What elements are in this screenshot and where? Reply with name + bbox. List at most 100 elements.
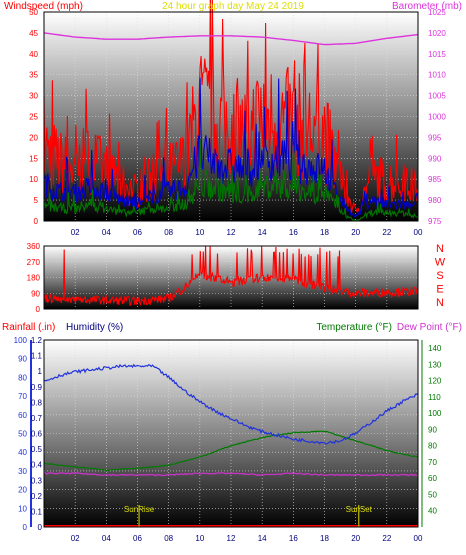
climate-x-tick-label: 10 bbox=[195, 534, 204, 543]
dew-point-axis-title: Dew Point (°F) bbox=[397, 322, 462, 333]
humidity-tick-label: 90 bbox=[18, 355, 27, 364]
wind-y-tick-label: 25 bbox=[29, 113, 38, 122]
climate-x-tick-label: 04 bbox=[102, 534, 111, 543]
barometer-y-tick-label: 975 bbox=[428, 217, 442, 226]
barometer-axis-title: Barometer (mb) bbox=[392, 1, 462, 12]
barometer-y-tick-label: 980 bbox=[428, 196, 442, 205]
direction-panel-border bbox=[43, 245, 419, 310]
wind-x-tick-label: 08 bbox=[164, 228, 173, 237]
temperature-tick-label: 90 bbox=[428, 425, 437, 434]
humidity-tick-label: 40 bbox=[18, 448, 27, 457]
temperature-tick-label: 40 bbox=[428, 507, 437, 516]
climate-panel-border bbox=[43, 339, 419, 528]
wind-x-tick-label: 12 bbox=[227, 228, 236, 237]
direction-y-tick-label: 0 bbox=[36, 305, 41, 314]
barometer-line bbox=[43, 32, 419, 46]
rainfall-tick-label: 0.3 bbox=[31, 476, 43, 485]
wind-x-tick-label: 06 bbox=[133, 228, 142, 237]
rainfall-tick-label: 1.2 bbox=[31, 336, 43, 345]
rainfall-tick-label: 0.5 bbox=[31, 445, 43, 454]
dew-point-line bbox=[43, 471, 419, 477]
rainfall-tick-label: 0.7 bbox=[31, 414, 43, 423]
humidity-tick-label: 70 bbox=[18, 392, 27, 401]
compass-label: E bbox=[436, 284, 443, 296]
temperature-tick-label: 80 bbox=[428, 442, 437, 451]
wind-x-tick-label: 22 bbox=[382, 228, 391, 237]
wind-average-line bbox=[43, 77, 419, 218]
climate-x-tick-label: 16 bbox=[289, 534, 298, 543]
wind-axis-title: Windspeed (mph) bbox=[4, 1, 83, 12]
direction-y-tick-label: 180 bbox=[27, 274, 41, 283]
wind-y-tick-label: 5 bbox=[34, 196, 39, 205]
humidity-tick-label: 10 bbox=[18, 504, 27, 513]
temperature-line bbox=[43, 430, 419, 472]
rainfall-tick-label: 0 bbox=[38, 523, 43, 532]
barometer-y-tick-label: 1015 bbox=[428, 50, 446, 59]
chart-title: 24 hour graph day May 24 2019 bbox=[162, 1, 304, 12]
barometer-y-tick-label: 1025 bbox=[428, 8, 446, 17]
rainfall-tick-label: 0.6 bbox=[31, 430, 43, 439]
temperature-tick-label: 140 bbox=[428, 344, 442, 353]
wind-y-tick-label: 10 bbox=[29, 175, 38, 184]
wind-x-tick-label: 00 bbox=[414, 228, 423, 237]
barometer-y-tick-label: 1010 bbox=[428, 71, 446, 80]
compass-label: N bbox=[436, 243, 444, 255]
rainfall-tick-label: 1.1 bbox=[31, 352, 43, 361]
barometer-y-tick-label: 1020 bbox=[428, 29, 446, 38]
temperature-tick-label: 60 bbox=[428, 474, 437, 483]
climate-x-tick-label: 00 bbox=[414, 534, 423, 543]
wind-x-tick-label: 18 bbox=[320, 228, 329, 237]
climate-x-tick-label: 22 bbox=[382, 534, 391, 543]
rainfall-tick-label: 0.9 bbox=[31, 383, 43, 392]
temperature-tick-label: 130 bbox=[428, 360, 442, 369]
rainfall-tick-label: 0.1 bbox=[31, 507, 43, 516]
wind-y-tick-label: 35 bbox=[29, 71, 38, 80]
climate-x-tick-label: 08 bbox=[164, 534, 173, 543]
wind-y-tick-label: 45 bbox=[29, 29, 38, 38]
rainfall-tick-label: 1 bbox=[38, 367, 43, 376]
direction-y-tick-label: 360 bbox=[27, 242, 41, 251]
humidity-tick-label: 30 bbox=[18, 467, 27, 476]
temperature-tick-label: 110 bbox=[428, 393, 441, 402]
humidity-line bbox=[43, 363, 419, 445]
wind-x-tick-label: 04 bbox=[102, 228, 111, 237]
humidity-tick-label: 80 bbox=[18, 373, 27, 382]
compass-label: S bbox=[436, 270, 443, 282]
direction-y-tick-label: 270 bbox=[27, 258, 41, 267]
wind-x-tick-label: 02 bbox=[71, 228, 80, 237]
wind-y-tick-label: 30 bbox=[29, 92, 38, 101]
wind-gust-line bbox=[43, 0, 419, 214]
wind-y-tick-label: 15 bbox=[29, 154, 38, 163]
climate-x-tick-label: 20 bbox=[351, 534, 360, 543]
barometer-y-tick-label: 995 bbox=[428, 133, 442, 142]
sunrise-label: SunRise bbox=[124, 505, 155, 514]
climate-x-tick-label: 06 bbox=[133, 534, 142, 543]
climate-x-tick-label: 14 bbox=[258, 534, 267, 543]
climate-x-tick-label: 12 bbox=[227, 534, 236, 543]
humidity-tick-label: 60 bbox=[18, 411, 27, 420]
rainfall-tick-label: 0.8 bbox=[31, 398, 43, 407]
temperature-tick-label: 120 bbox=[428, 377, 442, 386]
barometer-y-tick-label: 985 bbox=[428, 175, 442, 184]
rainfall-tick-label: 0.4 bbox=[31, 461, 43, 470]
wind-x-tick-label: 16 bbox=[289, 228, 298, 237]
compass-label: W bbox=[435, 257, 446, 269]
sunset-label: SunSet bbox=[346, 505, 373, 514]
barometer-y-tick-label: 1005 bbox=[428, 92, 446, 101]
barometer-y-tick-label: 990 bbox=[428, 154, 442, 163]
wind-direction-line bbox=[43, 246, 419, 307]
climate-x-tick-label: 18 bbox=[320, 534, 329, 543]
wind-panel-border bbox=[43, 11, 419, 222]
temperature-tick-label: 70 bbox=[428, 458, 437, 467]
wind-y-tick-label: 20 bbox=[29, 133, 38, 142]
rainfall-axis-title: Rainfall (.in) bbox=[2, 322, 55, 333]
humidity-tick-label: 0 bbox=[23, 523, 28, 532]
humidity-axis-title: Humidity (%) bbox=[66, 322, 123, 333]
compass-label: N bbox=[436, 297, 444, 309]
temperature-axis-title: Temperature (°F) bbox=[316, 322, 392, 333]
wind-x-tick-label: 10 bbox=[195, 228, 204, 237]
temperature-tick-label: 100 bbox=[428, 409, 442, 418]
humidity-tick-label: 20 bbox=[18, 486, 27, 495]
